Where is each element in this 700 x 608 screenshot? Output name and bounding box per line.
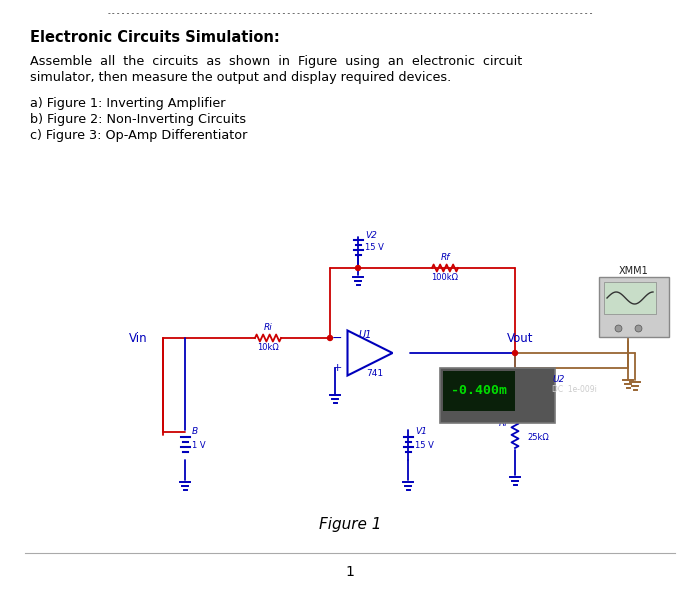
Text: 25kΩ: 25kΩ [527, 432, 549, 441]
Text: --------------------------------------------------------------------------------: ----------------------------------------… [106, 10, 594, 18]
FancyBboxPatch shape [599, 277, 669, 337]
Text: c) Figure 3: Op-Amp Differentiator: c) Figure 3: Op-Amp Differentiator [30, 128, 247, 142]
Text: a) Figure 1: Inverting Amplifier: a) Figure 1: Inverting Amplifier [30, 97, 225, 109]
Text: 741: 741 [366, 368, 384, 378]
Text: XMM1: XMM1 [619, 266, 649, 276]
Text: B: B [192, 427, 198, 437]
Text: +: + [332, 363, 342, 373]
Text: b) Figure 2: Non-Inverting Circuits: b) Figure 2: Non-Inverting Circuits [30, 112, 246, 125]
Text: Rf: Rf [440, 254, 449, 263]
Text: simulator, then measure the output and display required devices.: simulator, then measure the output and d… [30, 72, 452, 85]
Text: DC  1e-009i: DC 1e-009i [552, 385, 597, 395]
Text: Electronic Circuits Simulation:: Electronic Circuits Simulation: [30, 30, 280, 46]
FancyBboxPatch shape [604, 282, 656, 314]
Text: 15 V: 15 V [415, 441, 434, 449]
Text: RI: RI [498, 418, 508, 427]
Text: 100kΩ: 100kΩ [431, 274, 458, 283]
Text: Assemble  all  the  circuits  as  shown  in  Figure  using  an  electronic  circ: Assemble all the circuits as shown in Fi… [30, 55, 522, 69]
Circle shape [512, 350, 517, 356]
Text: 15 V: 15 V [365, 243, 384, 252]
Text: Vout: Vout [507, 333, 533, 345]
Text: Ri: Ri [264, 323, 272, 333]
Text: -0.400m: -0.400m [451, 384, 507, 398]
Circle shape [356, 266, 360, 271]
Text: V2: V2 [365, 232, 377, 241]
Text: U1: U1 [358, 330, 372, 340]
Text: 10kΩ: 10kΩ [257, 344, 279, 353]
Text: 1 V: 1 V [192, 441, 206, 449]
Text: Vin: Vin [130, 331, 148, 345]
Circle shape [328, 336, 332, 340]
Text: V1: V1 [415, 427, 427, 437]
Text: Figure 1: Figure 1 [318, 517, 382, 533]
FancyBboxPatch shape [440, 368, 555, 423]
Text: 1: 1 [346, 565, 354, 579]
Text: −: − [332, 331, 342, 345]
Text: U2: U2 [552, 376, 564, 384]
FancyBboxPatch shape [443, 371, 515, 411]
